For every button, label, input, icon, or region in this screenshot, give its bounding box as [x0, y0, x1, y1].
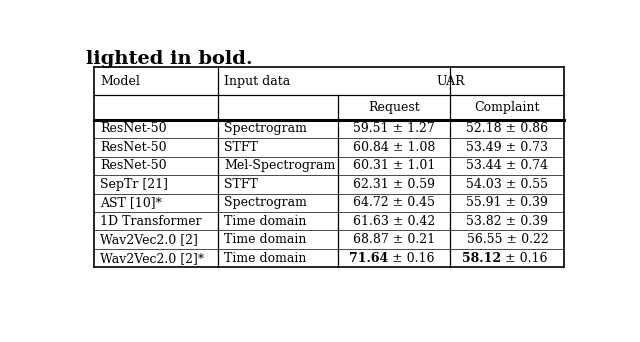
Text: 60.31 ± 1.01: 60.31 ± 1.01	[353, 159, 435, 172]
Text: 54.03 ± 0.55: 54.03 ± 0.55	[467, 178, 548, 191]
Text: 64.72 ± 0.45: 64.72 ± 0.45	[353, 196, 435, 209]
Text: 71.64: 71.64	[349, 252, 392, 265]
Text: 52.18 ± 0.86: 52.18 ± 0.86	[467, 122, 548, 135]
Text: STFT: STFT	[224, 178, 258, 191]
Text: 58.12: 58.12	[462, 252, 506, 265]
Text: ResNet-50: ResNet-50	[100, 122, 166, 135]
Text: 53.82 ± 0.39: 53.82 ± 0.39	[467, 215, 548, 228]
Text: STFT: STFT	[224, 141, 258, 154]
Text: 55.91 ± 0.39: 55.91 ± 0.39	[467, 196, 548, 209]
Text: Spectrogram: Spectrogram	[224, 122, 307, 135]
Text: 60.84 ± 1.08: 60.84 ± 1.08	[353, 141, 435, 154]
Text: SepTr [21]: SepTr [21]	[100, 178, 168, 191]
Text: Model: Model	[100, 75, 140, 88]
Text: 53.44 ± 0.74: 53.44 ± 0.74	[467, 159, 548, 172]
Text: 61.63 ± 0.42: 61.63 ± 0.42	[353, 215, 435, 228]
Text: 59.51 ± 1.27: 59.51 ± 1.27	[353, 122, 435, 135]
Text: lighted in bold.: lighted in bold.	[86, 50, 253, 68]
Text: ResNet-50: ResNet-50	[100, 159, 166, 172]
Text: Time domain: Time domain	[224, 252, 307, 265]
Text: Time domain: Time domain	[224, 233, 307, 246]
Text: ± 0.16: ± 0.16	[506, 252, 548, 265]
Text: Request: Request	[369, 101, 420, 114]
Text: Wav2Vec2.0 [2]: Wav2Vec2.0 [2]	[100, 233, 198, 246]
Text: ± 0.16: ± 0.16	[392, 252, 435, 265]
Text: Mel-Spectrogram: Mel-Spectrogram	[224, 159, 335, 172]
Text: ResNet-50: ResNet-50	[100, 141, 166, 154]
Text: 62.31 ± 0.59: 62.31 ± 0.59	[353, 178, 435, 191]
Text: 68.87 ± 0.21: 68.87 ± 0.21	[353, 233, 435, 246]
Text: Spectrogram: Spectrogram	[224, 196, 307, 209]
Text: UAR: UAR	[437, 75, 465, 88]
Text: Complaint: Complaint	[475, 101, 540, 114]
Text: Wav2Vec2.0 [2]*: Wav2Vec2.0 [2]*	[100, 252, 204, 265]
Text: Input data: Input data	[224, 75, 290, 88]
Text: 53.49 ± 0.73: 53.49 ± 0.73	[467, 141, 548, 154]
Text: AST [10]*: AST [10]*	[100, 196, 162, 209]
Text: 56.55 ± 0.22: 56.55 ± 0.22	[467, 233, 548, 246]
Text: 1D Transformer: 1D Transformer	[100, 215, 202, 228]
Text: Time domain: Time domain	[224, 215, 307, 228]
